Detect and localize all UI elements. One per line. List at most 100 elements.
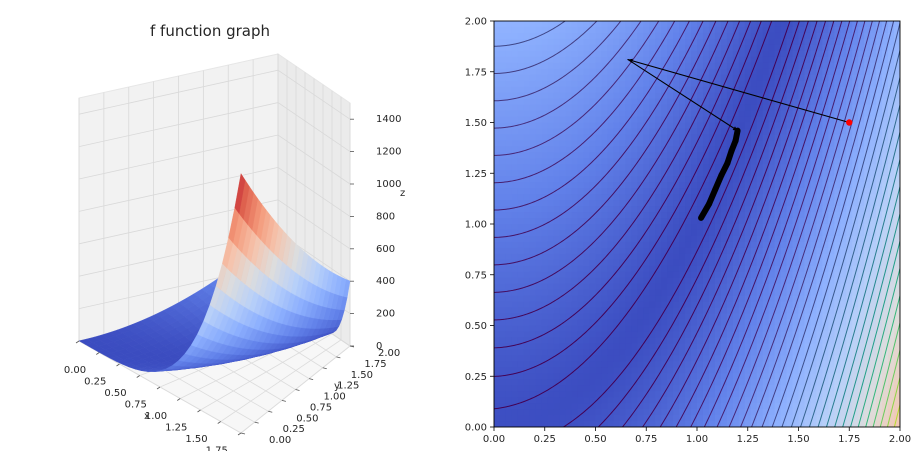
contour-fill-cell: [685, 247, 692, 255]
contour-fill-cell: [517, 44, 525, 52]
contour-fill-cell: [511, 200, 519, 207]
contour-fill-cell: [679, 164, 686, 171]
contour-fill-cell: [697, 337, 704, 345]
contour-fill-cell: [523, 331, 531, 339]
contour-fill-cell: [691, 218, 698, 225]
contour-fill-cell: [756, 224, 764, 231]
contour-fill-cell: [505, 397, 513, 404]
contour-fill-cell: [607, 146, 615, 153]
contour-fill-cell: [541, 188, 549, 195]
contour-fill-cell: [553, 194, 561, 201]
contour-fill-cell: [523, 68, 531, 76]
contour-fill-cell: [541, 200, 549, 207]
contour-fill-cell: [720, 38, 728, 46]
contour-fill-cell: [571, 158, 579, 165]
contour-fill-cell: [792, 283, 800, 291]
contour-fill-cell: [691, 313, 698, 321]
contour-fill-cell: [852, 194, 859, 201]
contour-fill-cell: [559, 164, 567, 171]
contour-fill-cell: [541, 164, 549, 171]
contour-fill-cell: [577, 421, 585, 427]
contour-fill-cell: [685, 170, 692, 177]
contour-fill-cell: [589, 271, 597, 279]
contour-fill-cell: [702, 307, 710, 315]
contour-fill-cell: [738, 355, 746, 362]
contour-fill-cell: [816, 259, 823, 267]
contour-fill-cell: [732, 98, 740, 106]
contour-fill-cell: [494, 415, 501, 422]
contour-fill-cell: [774, 289, 782, 297]
contour-fill-cell: [577, 349, 585, 356]
contour-fill-cell: [517, 200, 525, 207]
contour-fill-cell: [601, 307, 609, 315]
contour-fill-cell: [637, 176, 644, 183]
contour-fill-cell: [756, 116, 764, 124]
contour-fill-cell: [756, 50, 764, 58]
contour-fill-cell: [637, 259, 644, 267]
contour-fill-cell: [577, 241, 585, 249]
contour-fill-cell: [625, 182, 632, 189]
contour-fill-cell: [577, 212, 585, 219]
contour-fill-cell: [846, 74, 853, 82]
contour-fill-cell: [768, 188, 776, 195]
contour-fill-cell: [834, 110, 841, 118]
contour-fill-cell: [511, 206, 519, 213]
contour-fill-cell: [631, 385, 638, 392]
contour-fill-cell: [625, 241, 632, 249]
contour-fill-cell: [499, 74, 507, 82]
contour-fill-cell: [702, 218, 710, 225]
contour-fill-cell: [541, 415, 549, 422]
contour-fill-cell: [619, 38, 626, 46]
contour-fill-cell: [499, 229, 507, 237]
contour-fill-cell: [738, 158, 746, 165]
contour-fill-cell: [780, 152, 788, 159]
contour-fill-cell: [553, 355, 561, 362]
contour-fill-cell: [768, 218, 776, 225]
contour-fill-cell: [816, 80, 823, 88]
contour-fill-cell: [750, 229, 758, 237]
contour-fill-cell: [541, 122, 549, 130]
contour-fill-cell: [631, 235, 638, 243]
contour-fill-cell: [858, 128, 865, 136]
contour-fill-cell: [601, 349, 609, 356]
contour-fill-cell: [559, 259, 567, 267]
contour-fill-cell: [708, 56, 716, 64]
contour-fill-cell: [625, 331, 632, 339]
contour-fill-cell: [786, 140, 794, 147]
contour-fill-cell: [774, 247, 782, 255]
contour-fill-cell: [679, 397, 686, 404]
contour-fill-cell: [762, 176, 770, 183]
contour-fill-cell: [667, 122, 674, 130]
contour-fill-cell: [649, 379, 656, 386]
contour-fill-cell: [607, 50, 615, 58]
contour-fill-cell: [637, 50, 644, 58]
contour-fill-cell: [726, 200, 734, 207]
contour-fill-cell: [792, 253, 800, 261]
contour-fill-cell: [613, 337, 620, 345]
contour-fill-cell: [792, 38, 800, 46]
contour-fill-cell: [732, 331, 740, 339]
contour-fill-cell: [679, 283, 686, 291]
contour-fill-cell: [702, 253, 710, 261]
contour-fill-cell: [816, 21, 823, 28]
contour-fill-cell: [750, 355, 758, 362]
contour-fill-cell: [631, 259, 638, 267]
contour-fill-cell: [756, 397, 764, 404]
contour-fill-cell: [685, 271, 692, 279]
contour-fill-cell: [762, 164, 770, 171]
contour-fill-cell: [774, 164, 782, 171]
surface-chart-title: f function graph: [150, 22, 270, 40]
contour-fill-cell: [571, 152, 579, 159]
contour-fill-cell: [822, 200, 829, 207]
contour-fill-cell: [535, 331, 543, 339]
contour-fill-cell: [726, 295, 734, 303]
contour-fill-cell: [762, 373, 770, 380]
contour-fill-cell: [744, 104, 752, 112]
contour-fill-cell: [631, 373, 638, 380]
contour-fill-cell: [816, 152, 823, 159]
contour-fill-cell: [559, 44, 567, 52]
contour-fill-cell: [494, 253, 501, 261]
contour-fill-cell: [517, 325, 525, 333]
contour-fill-cell: [637, 224, 644, 231]
contour-fill-cell: [649, 397, 656, 404]
